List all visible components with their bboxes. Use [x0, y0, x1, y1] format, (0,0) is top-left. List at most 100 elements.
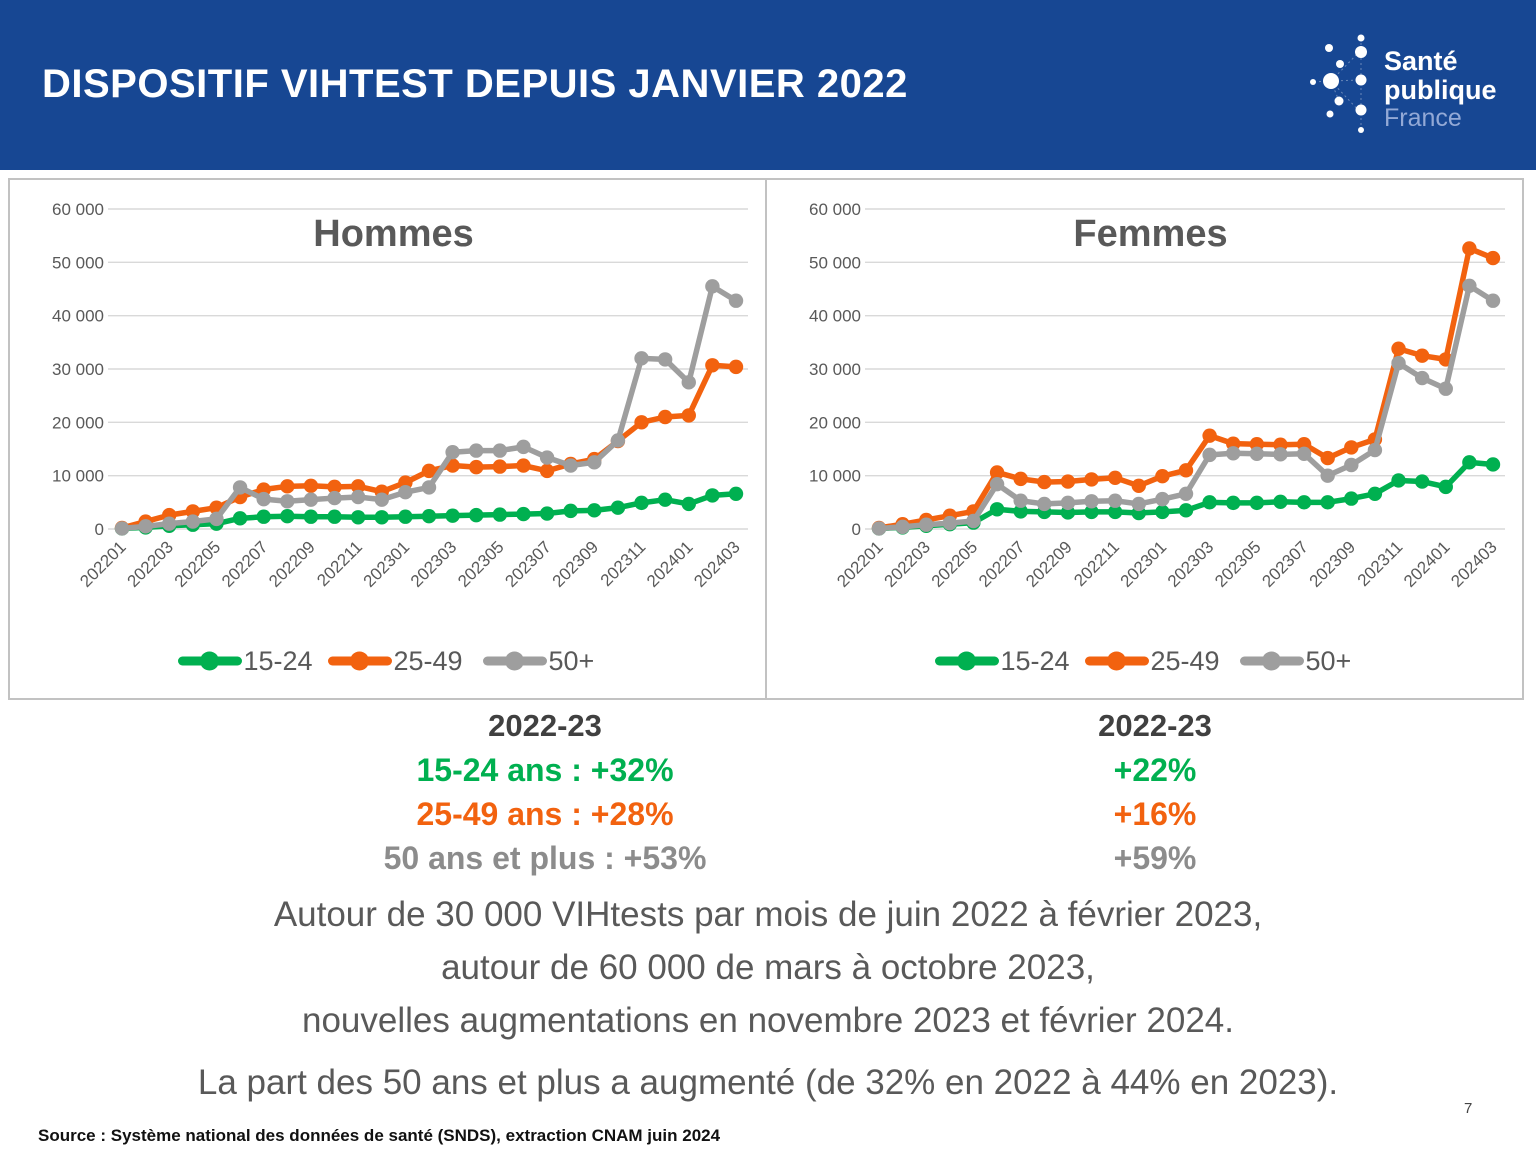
legend-label: 25-49 [1151, 646, 1220, 676]
data-point [705, 358, 720, 373]
data-point [1202, 495, 1217, 510]
data-point [1249, 495, 1265, 511]
legend-marker-dot [1262, 651, 1281, 671]
data-point [587, 503, 602, 518]
legend-marker-dot [505, 651, 524, 671]
data-point [1391, 355, 1406, 371]
legend-marker-dot [350, 651, 369, 671]
data-point [895, 519, 910, 535]
data-point [516, 506, 531, 522]
data-point [705, 488, 720, 503]
data-point [966, 513, 981, 529]
legend-marker-dot [957, 651, 976, 671]
data-point [728, 486, 744, 501]
data-point [1178, 463, 1194, 478]
data-point [1320, 468, 1335, 483]
data-point [350, 479, 366, 494]
femmes-line-chart: 0 10 000 20 000 30 000 40 000 50 000 60 000 202… [809, 200, 1505, 676]
data-point [280, 509, 295, 524]
data-point [303, 492, 319, 507]
legend-label: 50+ [549, 646, 595, 676]
data-point [445, 445, 460, 460]
data-point [1084, 472, 1099, 487]
x-tick-label: 202305 [1211, 537, 1265, 591]
data-point [634, 415, 649, 430]
x-tick-label: 202305 [454, 537, 508, 591]
x-tick-label: 202211 [1070, 537, 1123, 590]
data-point [327, 509, 342, 524]
data-point [327, 479, 342, 495]
data-point [1202, 447, 1217, 463]
data-point [1367, 486, 1383, 501]
data-point [728, 359, 744, 375]
data-point [1155, 491, 1170, 507]
data-point [421, 509, 437, 524]
data-point [1060, 495, 1076, 511]
data-point [1013, 493, 1028, 508]
data-point [1438, 381, 1453, 396]
legend: 15-24 25-49 50+ [935, 646, 1352, 676]
data-point [634, 495, 649, 511]
data-point [256, 509, 271, 524]
data-point [185, 504, 201, 519]
data-point [1344, 457, 1359, 473]
y-tick-label: 60 000 [52, 200, 104, 219]
y-tick-label: 20 000 [52, 413, 104, 432]
data-point [1344, 491, 1359, 506]
logo-text-france: France [1384, 104, 1462, 132]
hommes-line-chart: 0 10 000 20 000 30 000 40 000 50 000 60 000 202… [52, 200, 748, 676]
data-point [1273, 447, 1288, 462]
data-point [421, 480, 437, 495]
data-point [445, 508, 460, 523]
data-point [610, 433, 626, 448]
page-number: 7 [1464, 1100, 1473, 1117]
data-point [516, 439, 531, 455]
data-point [657, 409, 673, 425]
x-tick-label: 202301 [360, 537, 414, 591]
data-point [138, 519, 153, 534]
data-point [303, 478, 319, 493]
data-point [469, 459, 484, 475]
chart-title: Femmes [1073, 213, 1227, 255]
data-point [563, 503, 578, 519]
x-tick-label: 202207 [218, 537, 272, 591]
data-point [421, 463, 437, 479]
data-point [1178, 503, 1194, 518]
series-50+ [114, 279, 744, 536]
series-50+ [871, 278, 1501, 536]
finding-line-3: nouvelles augmentations en novembre 2023… [302, 1001, 1234, 1040]
legend: 15-24 25-49 50+ [178, 646, 595, 676]
y-tick-label: 50 000 [52, 253, 104, 272]
data-point [989, 502, 1005, 517]
data-point [942, 515, 958, 531]
x-tick-label: 202201 [76, 537, 130, 591]
data-point [1013, 471, 1028, 487]
x-tick-label: 202209 [265, 537, 319, 591]
y-tick-label: 40 000 [809, 307, 861, 326]
data-point [185, 514, 201, 529]
data-point [1178, 486, 1194, 501]
stats-hommes-25-49: 25-49 ans : +28% [416, 796, 674, 832]
data-point [1296, 446, 1312, 461]
data-point [469, 507, 484, 523]
logo-text-publique: publique [1384, 75, 1496, 105]
legend-label: 50+ [1306, 646, 1352, 676]
data-point [1037, 474, 1052, 490]
legend-label: 25-49 [394, 646, 463, 676]
logo-dots [1310, 34, 1367, 133]
data-point [209, 511, 224, 527]
data-point [350, 489, 366, 505]
data-point [563, 458, 578, 473]
data-point [728, 293, 744, 308]
x-tick-label: 202309 [549, 537, 603, 591]
data-point [1367, 442, 1383, 458]
x-tick-label: 202209 [1022, 537, 1076, 591]
data-point [1107, 504, 1123, 520]
data-point [1084, 494, 1099, 509]
logo-graphic: Santé publique France [1310, 34, 1496, 133]
stats-femmes-50plus: +59% [1113, 840, 1197, 876]
data-point [469, 443, 484, 458]
x-tick-label: 202307 [1258, 537, 1312, 591]
data-point [1391, 473, 1406, 488]
